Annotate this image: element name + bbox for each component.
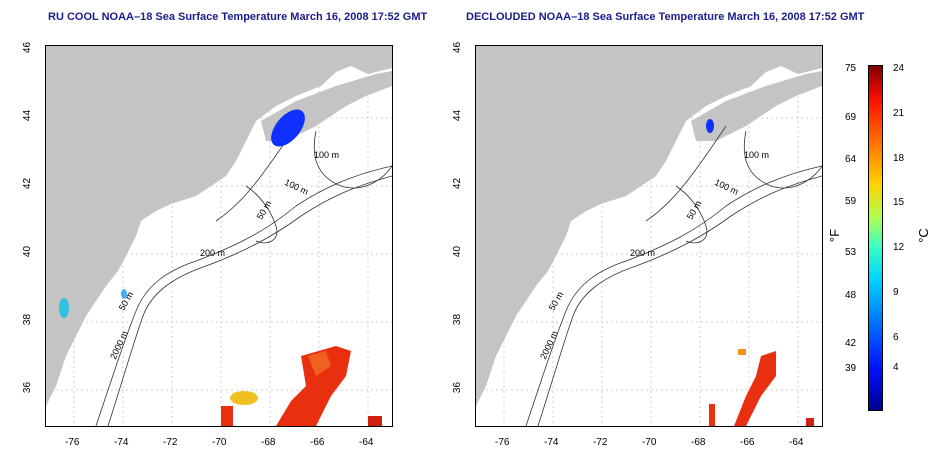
sst-red-patch-3 (368, 416, 382, 426)
c-tick: 18 (893, 153, 905, 164)
y-tick: 40 (22, 245, 34, 258)
f-tick: 59 (845, 196, 857, 207)
y-tick: 38 (22, 313, 34, 326)
contour-label: 200 m (630, 248, 656, 258)
sst-red-patch-3 (806, 418, 814, 426)
y-tick: 36 (452, 381, 464, 394)
x-tick: -64 (359, 437, 374, 448)
right-map-title: DECLOUDED NOAA–18 Sea Surface Temperatur… (466, 11, 865, 23)
f-tick: 53 (845, 247, 857, 258)
land-mass (476, 46, 822, 406)
contour-label: 200 m (200, 248, 226, 258)
contour-label: 100 m (744, 150, 770, 160)
land-mass (46, 46, 392, 406)
x-tick: -66 (740, 437, 755, 448)
y-tick: 46 (22, 41, 34, 54)
f-tick: 75 (845, 63, 857, 74)
celsius-unit-label: °C (915, 228, 931, 243)
c-tick: 24 (893, 63, 905, 74)
left-map (45, 45, 393, 427)
y-tick: 42 (22, 177, 34, 190)
sst-yellow-patch (230, 391, 258, 405)
y-tick: 36 (22, 381, 34, 394)
f-tick: 64 (845, 154, 857, 165)
c-tick: 12 (893, 242, 905, 253)
y-tick: 44 (452, 109, 464, 122)
temperature-colorbar (868, 65, 883, 411)
y-tick: 38 (452, 313, 464, 326)
f-tick: 39 (845, 363, 857, 374)
contour-label: 100 m (314, 150, 340, 160)
y-tick: 44 (22, 109, 34, 122)
f-tick: 69 (845, 112, 857, 123)
sst-red-patch (276, 346, 351, 426)
x-tick: -68 (261, 437, 276, 448)
x-tick: -76 (65, 437, 80, 448)
x-tick: -66 (310, 437, 325, 448)
y-tick: 40 (452, 245, 464, 258)
x-tick: -68 (691, 437, 706, 448)
sst-blue-patch (271, 109, 305, 147)
sst-orange-patch (308, 351, 331, 376)
x-tick: -72 (163, 437, 178, 448)
x-tick: -64 (789, 437, 804, 448)
sst-cyan-patch (59, 298, 69, 318)
sst-cyan-patch-2 (121, 289, 127, 299)
c-tick: 4 (893, 362, 899, 373)
x-tick: -74 (114, 437, 129, 448)
x-tick: -72 (593, 437, 608, 448)
x-tick: -76 (495, 437, 510, 448)
nova-scotia-land (691, 71, 822, 141)
sst-orange-patch (738, 349, 746, 355)
f-tick: 48 (845, 290, 857, 301)
c-tick: 6 (893, 332, 899, 343)
x-tick: -70 (642, 437, 657, 448)
sst-red-patch-2 (221, 406, 233, 426)
y-tick: 42 (452, 177, 464, 190)
y-tick: 46 (452, 41, 464, 54)
fahrenheit-unit-label: °F (827, 228, 843, 243)
sst-blue-patch (706, 119, 714, 133)
c-tick: 15 (893, 197, 905, 208)
left-map-title: RU COOL NOAA–18 Sea Surface Temperature … (48, 11, 428, 23)
f-tick: 42 (845, 338, 857, 349)
x-tick: -74 (544, 437, 559, 448)
sst-red-patch-2 (709, 404, 715, 426)
c-tick: 9 (893, 287, 899, 298)
sst-red-patch (734, 351, 776, 426)
c-tick: 21 (893, 108, 905, 119)
right-map (475, 45, 823, 427)
x-tick: -70 (212, 437, 227, 448)
